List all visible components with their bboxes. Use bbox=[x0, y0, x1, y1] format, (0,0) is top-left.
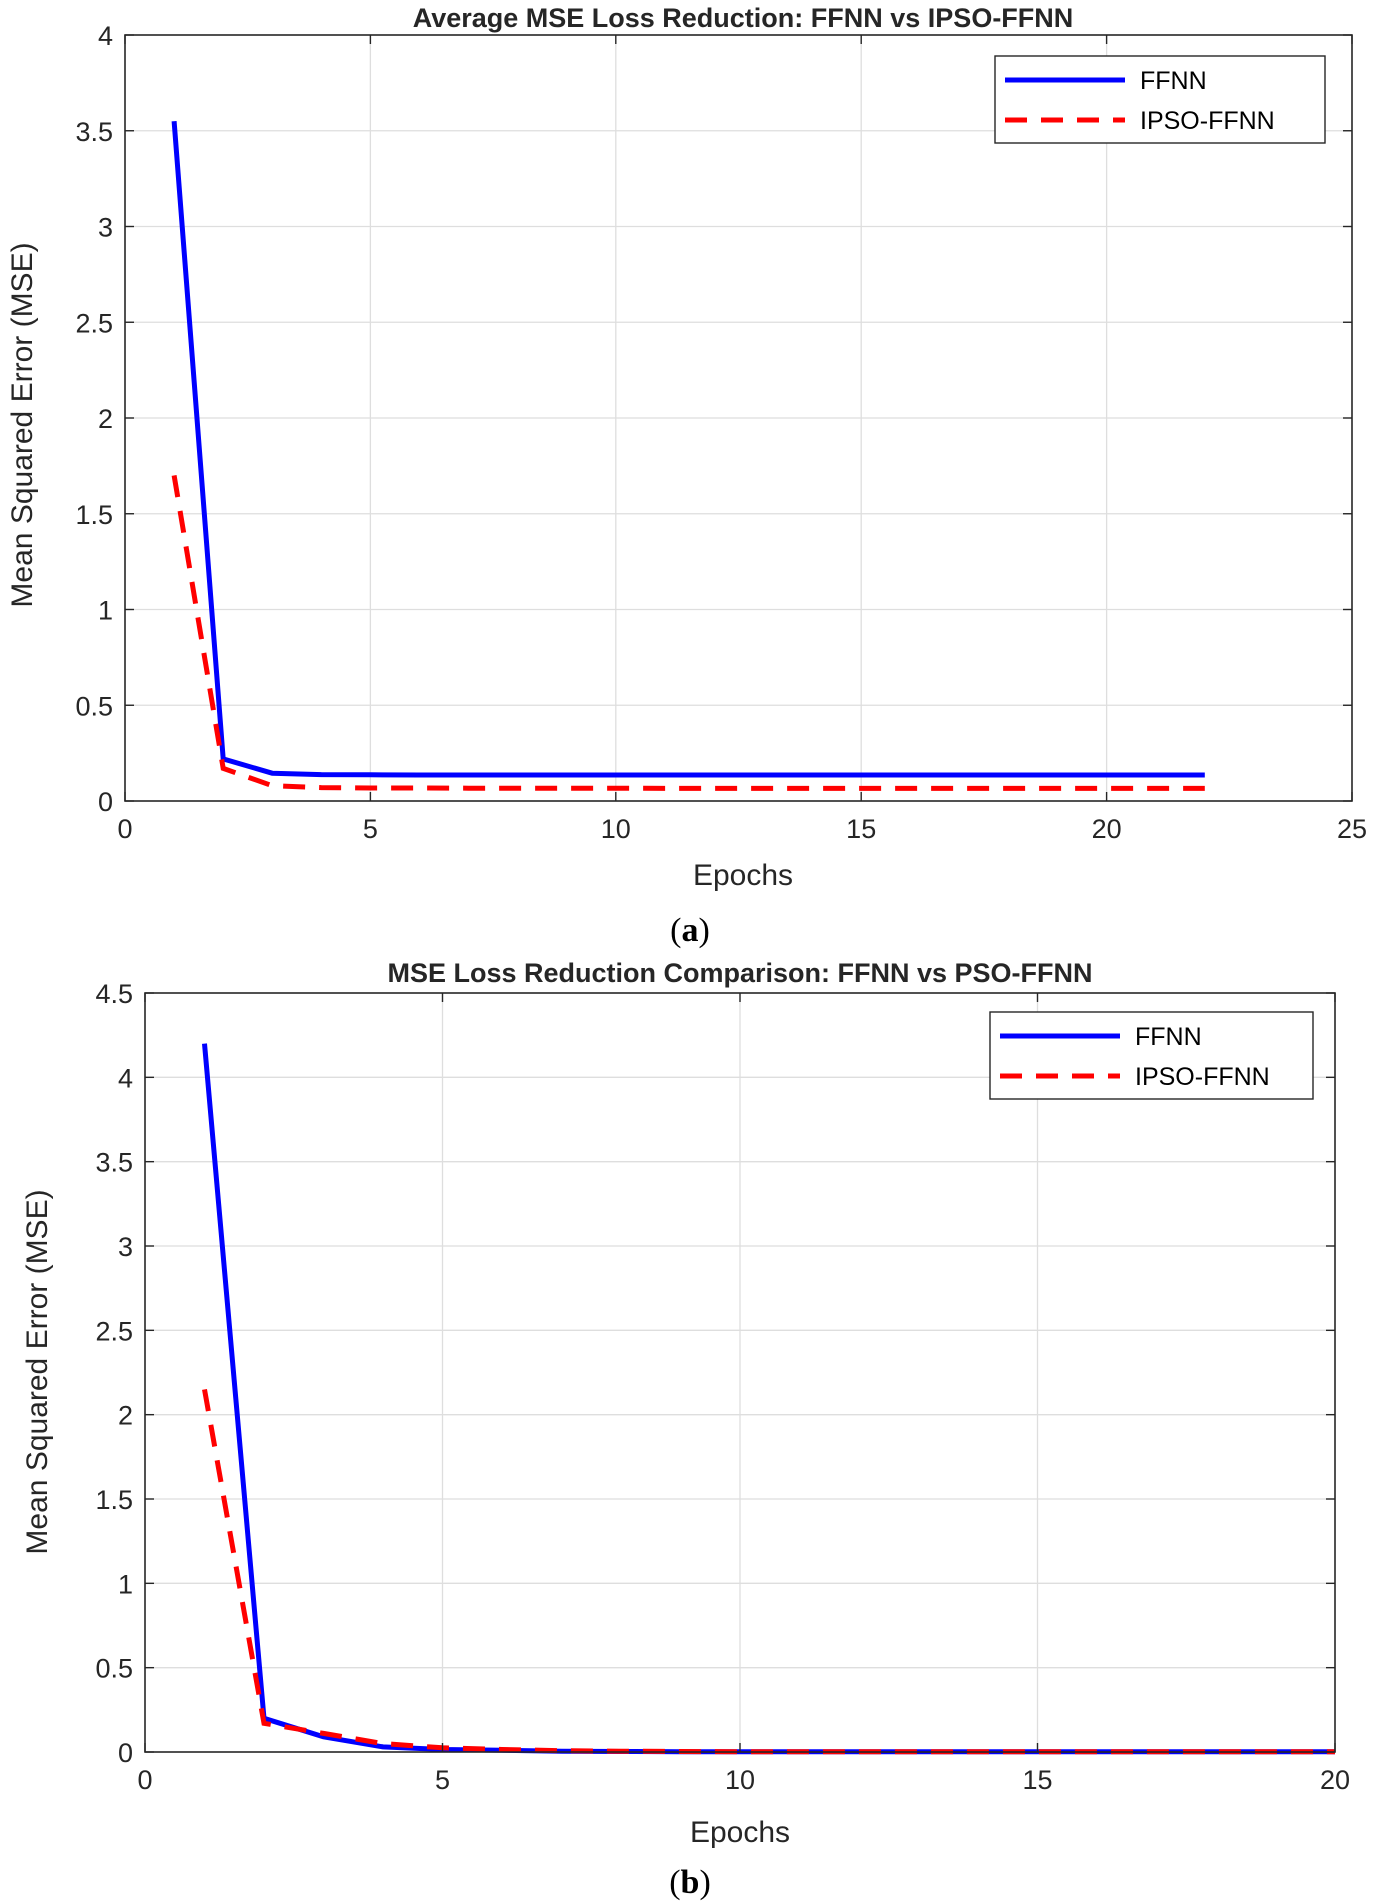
legend-label: IPSO-FFNN bbox=[1135, 1063, 1270, 1091]
y-tick-label: 4.5 bbox=[95, 979, 133, 1009]
x-tick-label: 10 bbox=[725, 1765, 755, 1795]
y-tick-label: 0.5 bbox=[95, 1654, 133, 1684]
x-tick-label: 25 bbox=[1337, 814, 1367, 844]
y-tick-label: 2 bbox=[98, 404, 113, 434]
y-axis-label: Mean Squared Error (MSE) bbox=[6, 242, 39, 607]
x-tick-label: 15 bbox=[846, 814, 876, 844]
y-tick-label: 4 bbox=[118, 1063, 133, 1093]
x-tick-label: 20 bbox=[1092, 814, 1122, 844]
chart-title: Average MSE Loss Reduction: FFNN vs IPSO… bbox=[413, 3, 1074, 33]
y-tick-label: 2.5 bbox=[75, 308, 113, 338]
x-tick-label: 10 bbox=[601, 814, 631, 844]
y-tick-label: 4 bbox=[98, 21, 113, 51]
x-tick-label: 15 bbox=[1022, 1765, 1052, 1795]
y-tick-label: 3.5 bbox=[95, 1148, 133, 1178]
y-axis-label: Mean Squared Error (MSE) bbox=[21, 1189, 54, 1554]
legend: FFNN IPSO-FFNN bbox=[994, 55, 1326, 144]
x-tick-label: 0 bbox=[117, 814, 132, 844]
y-tick-label: 3 bbox=[98, 213, 113, 243]
y-tick-label: 2.5 bbox=[95, 1316, 133, 1346]
y-tick-label: 0 bbox=[98, 787, 113, 817]
legend: FFNN IPSO-FFNN bbox=[989, 1011, 1314, 1100]
y-tick-label: 3.5 bbox=[75, 117, 113, 147]
panel-caption-letter: a bbox=[682, 912, 699, 949]
y-tick-label: 3 bbox=[118, 1232, 133, 1262]
chart-title: MSE Loss Reduction Comparison: FFNN vs P… bbox=[387, 958, 1092, 988]
x-axis-label: Epochs bbox=[693, 859, 793, 892]
series-line-ffnn bbox=[171, 121, 1205, 778]
x-tick-label: 5 bbox=[435, 1765, 450, 1795]
legend-label: FFNN bbox=[1140, 67, 1207, 95]
panel-caption: (a) bbox=[670, 912, 710, 949]
y-tick-label: 0.5 bbox=[75, 691, 113, 721]
x-axis-label: Epochs bbox=[690, 1816, 790, 1849]
y-tick-label: 2 bbox=[118, 1401, 133, 1431]
y-tick-label: 1.5 bbox=[75, 500, 113, 530]
legend-box bbox=[994, 55, 1326, 144]
chart-panel-a: Average MSE Loss Reduction: FFNN vs IPSO… bbox=[6, 3, 1367, 949]
chart-panel-b: MSE Loss Reduction Comparison: FFNN vs P… bbox=[21, 958, 1350, 1901]
legend-label: IPSO-FFNN bbox=[1140, 107, 1275, 135]
x-tick-label: 5 bbox=[363, 814, 378, 844]
x-tick-label: 20 bbox=[1320, 1765, 1350, 1795]
panel-caption: (b) bbox=[669, 1864, 711, 1901]
legend-label: FFNN bbox=[1135, 1023, 1202, 1051]
y-tick-label: 0 bbox=[118, 1738, 133, 1768]
series-line-ipso-ffnn bbox=[171, 474, 1205, 791]
legend-box bbox=[989, 1011, 1314, 1100]
y-tick-label: 1.5 bbox=[95, 1485, 133, 1515]
y-tick-label: 1 bbox=[118, 1569, 133, 1599]
x-tick-label: 0 bbox=[137, 1765, 152, 1795]
y-tick-label: 1 bbox=[98, 596, 113, 626]
panel-caption-letter: b bbox=[681, 1864, 700, 1901]
